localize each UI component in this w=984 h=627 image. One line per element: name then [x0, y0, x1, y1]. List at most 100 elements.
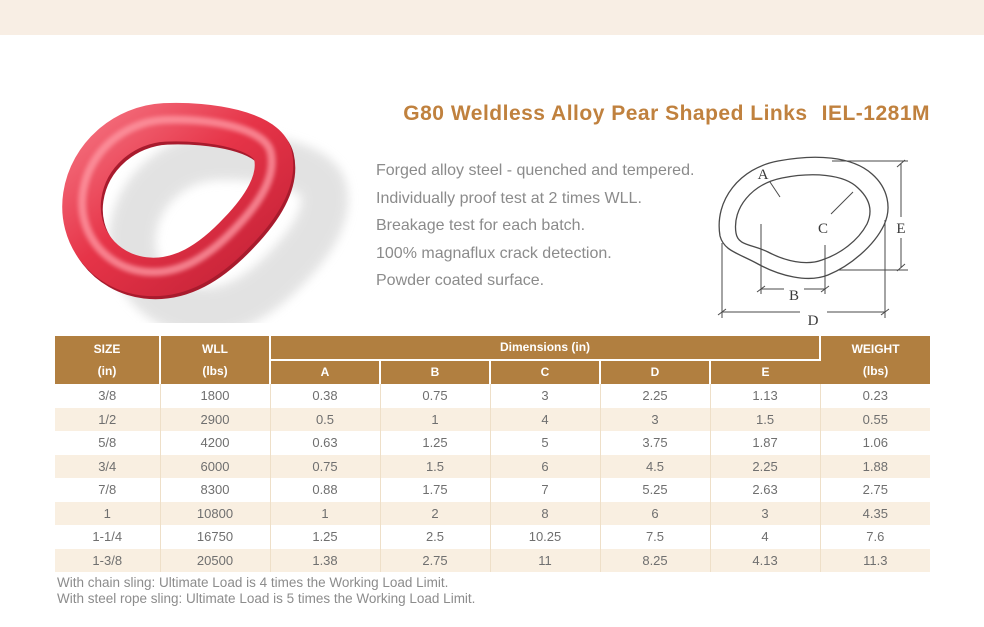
col-size: SIZE (in) — [55, 336, 161, 384]
product-photo — [62, 102, 348, 323]
table-cell: 1.5 — [710, 407, 821, 431]
table-cell: 10.25 — [490, 525, 601, 549]
spec-table: SIZE (in) WLL (lbs) Dimensions (in) WEIGHT… — [55, 336, 931, 572]
table-cell: 7 — [490, 478, 601, 502]
footnotes: With chain sling: Ultimate Load is 4 tim… — [57, 575, 475, 606]
description-line: 100% magnaflux crack detection. — [376, 244, 612, 262]
table-cell: 11 — [490, 548, 601, 572]
table-cell: 3 — [710, 501, 821, 525]
table-cell: 1.5 — [380, 454, 491, 478]
table-cell: 4 — [710, 525, 821, 549]
table-cell: 4.13 — [710, 548, 821, 572]
table-row: 5/8 4200 0.63 1.25 5 3.75 1.87 1.06 — [55, 431, 931, 455]
table-cell: 10800 — [160, 501, 271, 525]
description-line: Breakage test for each batch. — [376, 217, 586, 234]
dimension-lines — [717, 159, 908, 318]
table-cell: 1/2 — [55, 407, 161, 431]
table-cell: 0.38 — [270, 384, 381, 408]
dim-label-d: D — [808, 313, 819, 329]
table-cell: 2.75 — [820, 478, 931, 502]
dim-label-e: E — [896, 221, 905, 237]
table-cell: 20500 — [160, 548, 271, 572]
table-cell: 1.25 — [270, 525, 381, 549]
table-cell: 0.75 — [270, 454, 381, 478]
table-row: 1/2 2900 0.5 1 4 3 1.5 0.55 — [55, 407, 931, 431]
table-cell: 2.5 — [380, 525, 491, 549]
footnote-line: With steel rope sling: Ultimate Load is … — [57, 590, 476, 606]
table-cell: 2 — [380, 501, 491, 525]
table-row: 3/8 1800 0.38 0.75 3 2.25 1.13 0.23 — [55, 384, 931, 408]
table-row: 1 10800 1 2 8 6 3 4.35 — [55, 501, 931, 525]
table-cell: 16750 — [160, 525, 271, 549]
table-cell: 6 — [600, 501, 711, 525]
table-cell: 11.3 — [820, 548, 931, 572]
table-cell: 1-3/8 — [55, 548, 161, 572]
model-number: IEL-1281M — [821, 102, 930, 125]
col-weight: WEIGHT (lbs) — [820, 336, 931, 384]
dim-label-a: A — [758, 167, 769, 183]
diagram-inner-contour — [734, 174, 871, 264]
spec-table-body: 3/8 1800 0.38 0.75 3 2.25 1.13 0.23 1/2 2900 0.5 1 4… — [55, 384, 931, 572]
col-dim-e: E — [710, 360, 821, 384]
table-cell: 5.25 — [600, 478, 711, 502]
table-cell: 1.75 — [380, 478, 491, 502]
table-cell: 0.63 — [270, 431, 381, 455]
description-line: Forged alloy steel - quenched and temper… — [376, 162, 695, 179]
table-cell: 4 — [490, 407, 601, 431]
table-cell: 1.25 — [380, 431, 491, 455]
product-description: Forged alloy steel - quenched and temper… — [376, 157, 696, 295]
table-cell: 2.25 — [600, 384, 711, 408]
top-banner — [0, 0, 984, 35]
dim-label-b: B — [789, 288, 799, 304]
table-cell: 4.35 — [820, 501, 931, 525]
table-row: 1-1/4 16750 1.25 2.5 10.25 7.5 4 7.6 — [55, 525, 931, 549]
table-cell: 1.88 — [820, 454, 931, 478]
table-row: 3/4 6000 0.75 1.5 6 4.5 2.25 1.88 — [55, 454, 931, 478]
description-line: Powder coated surface. — [376, 272, 545, 289]
col-dim-a: A — [270, 360, 381, 384]
table-cell: 1.87 — [710, 431, 821, 455]
table-cell: 1 — [270, 501, 381, 525]
table-cell: 7/8 — [55, 478, 161, 502]
table-cell: 7.5 — [600, 525, 711, 549]
col-dimensions: Dimensions (in) — [270, 336, 822, 361]
table-cell: 0.75 — [380, 384, 491, 408]
table-cell: 1800 — [160, 384, 271, 408]
ring-highlight — [78, 115, 276, 277]
table-cell: 3 — [600, 407, 711, 431]
table-cell: 3 — [490, 384, 601, 408]
product-name: G80 Weldless Alloy Pear Shaped Links — [403, 102, 808, 125]
table-cell: 5/8 — [55, 431, 161, 455]
table-cell: 0.23 — [820, 384, 931, 408]
dimension-diagram: A B C D E — [717, 156, 908, 329]
table-cell: 2900 — [160, 407, 271, 431]
table-cell: 2.25 — [710, 454, 821, 478]
table-cell: 8 — [490, 501, 601, 525]
table-cell: 1 — [55, 501, 161, 525]
dim-label-c: C — [818, 221, 828, 237]
table-cell: 1 — [380, 407, 491, 431]
table-cell: 3/8 — [55, 384, 161, 408]
table-cell: 4.5 — [600, 454, 711, 478]
col-dim-c: C — [490, 360, 601, 384]
table-row: 7/8 8300 0.88 1.75 7 5.25 2.63 2.75 — [55, 478, 931, 502]
page-title: G80 Weldless Alloy Pear Shaped Links IEL-… — [403, 102, 930, 126]
col-dim-d: D — [600, 360, 711, 384]
table-cell: 2.63 — [710, 478, 821, 502]
table-cell: 3/4 — [55, 454, 161, 478]
table-cell: 0.55 — [820, 407, 931, 431]
table-cell: 8300 — [160, 478, 271, 502]
description-line: Individually proof test at 2 times WLL. — [376, 189, 642, 207]
col-wll: WLL (lbs) — [160, 336, 271, 384]
table-cell: 1.06 — [820, 431, 931, 455]
footnote-line: With chain sling: Ultimate Load is 4 tim… — [57, 575, 449, 590]
table-cell: 1-1/4 — [55, 525, 161, 549]
table-cell: 5 — [490, 431, 601, 455]
table-cell: 6 — [490, 454, 601, 478]
table-cell: 7.6 — [820, 525, 931, 549]
table-cell: 6000 — [160, 454, 271, 478]
table-row: 1-3/8 20500 1.38 2.75 11 8.25 4.13 11.3 — [55, 548, 931, 572]
table-cell: 1.38 — [270, 548, 381, 572]
table-cell: 4200 — [160, 431, 271, 455]
